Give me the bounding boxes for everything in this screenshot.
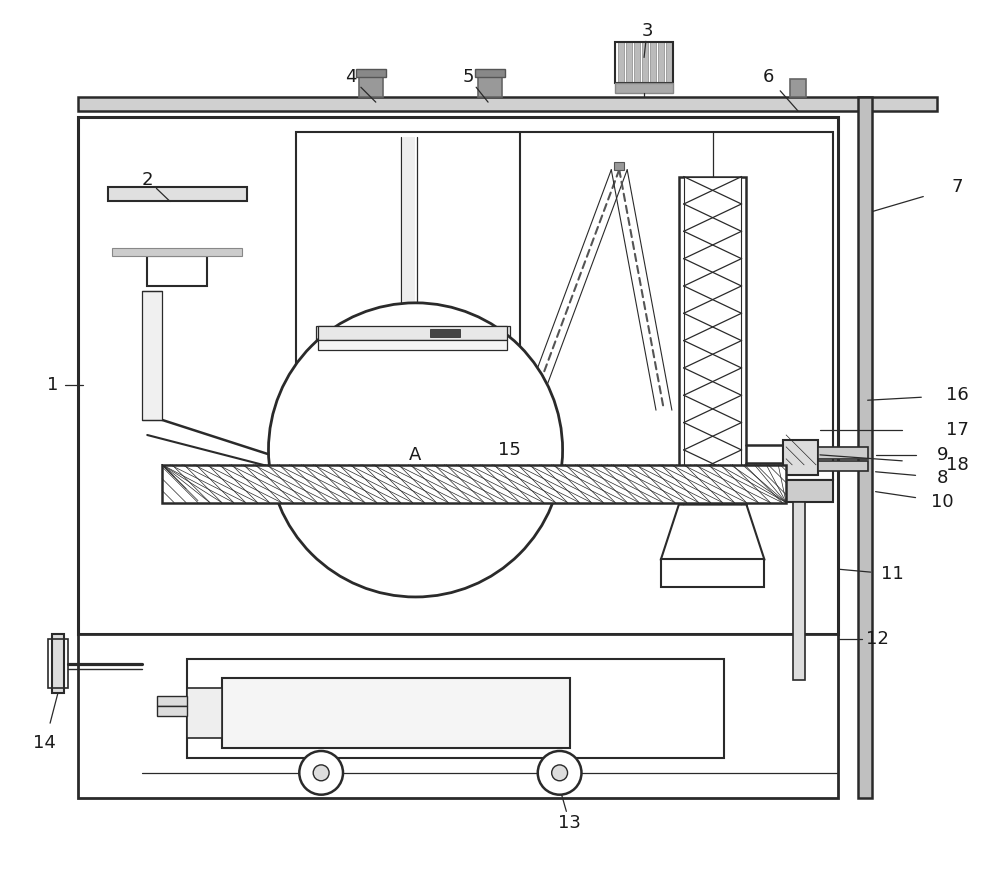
Bar bbox=[316, 340, 510, 352]
Bar bbox=[858, 98, 872, 798]
Bar bbox=[78, 98, 937, 111]
Text: 5: 5 bbox=[462, 68, 474, 86]
Bar bbox=[661, 559, 764, 587]
Bar bbox=[318, 326, 507, 340]
Bar bbox=[112, 248, 242, 256]
Bar bbox=[162, 465, 786, 503]
Bar bbox=[790, 79, 806, 98]
Bar bbox=[425, 327, 453, 338]
Bar bbox=[318, 340, 507, 349]
Bar bbox=[157, 706, 187, 716]
Text: 18: 18 bbox=[946, 456, 968, 474]
Text: A: A bbox=[409, 446, 422, 464]
Text: 3: 3 bbox=[641, 22, 653, 39]
Bar bbox=[783, 480, 833, 502]
Bar bbox=[187, 688, 222, 738]
Bar bbox=[356, 70, 386, 78]
Text: 4: 4 bbox=[345, 68, 357, 86]
Polygon shape bbox=[661, 504, 764, 559]
Bar bbox=[222, 679, 570, 748]
Bar bbox=[187, 658, 724, 758]
Bar bbox=[818, 461, 868, 470]
Bar bbox=[793, 502, 805, 680]
Bar bbox=[108, 186, 247, 200]
Bar bbox=[296, 132, 833, 480]
Text: 13: 13 bbox=[558, 814, 581, 832]
Bar bbox=[783, 440, 818, 475]
Bar bbox=[679, 177, 746, 504]
Bar bbox=[818, 447, 868, 459]
Bar bbox=[658, 42, 664, 84]
Bar bbox=[147, 256, 207, 286]
Bar bbox=[618, 42, 624, 84]
Bar bbox=[666, 42, 672, 84]
Bar bbox=[157, 696, 187, 706]
Bar bbox=[48, 638, 68, 688]
Text: 10: 10 bbox=[931, 493, 953, 510]
Text: 7: 7 bbox=[951, 178, 963, 196]
Bar bbox=[626, 42, 632, 84]
Bar bbox=[642, 42, 648, 84]
Text: 17: 17 bbox=[946, 421, 969, 439]
Text: 9: 9 bbox=[936, 446, 948, 464]
Bar bbox=[78, 117, 838, 634]
Circle shape bbox=[299, 751, 343, 794]
Text: 12: 12 bbox=[866, 630, 889, 648]
Bar bbox=[650, 42, 656, 84]
Text: 6: 6 bbox=[763, 68, 774, 86]
Bar bbox=[142, 291, 162, 420]
Bar bbox=[475, 70, 505, 78]
Bar bbox=[615, 84, 673, 93]
Bar bbox=[634, 42, 640, 84]
Text: 8: 8 bbox=[936, 469, 948, 487]
Text: 14: 14 bbox=[33, 734, 56, 752]
Text: 16: 16 bbox=[946, 386, 968, 404]
Text: 11: 11 bbox=[881, 565, 904, 583]
Text: 2: 2 bbox=[142, 171, 153, 189]
Circle shape bbox=[268, 303, 563, 597]
Bar bbox=[316, 326, 510, 340]
Bar bbox=[403, 137, 415, 331]
Bar bbox=[615, 42, 673, 84]
Bar bbox=[430, 328, 460, 336]
Bar bbox=[359, 75, 383, 98]
Bar bbox=[614, 162, 624, 170]
Circle shape bbox=[552, 765, 568, 780]
Bar bbox=[78, 634, 838, 798]
Text: 15: 15 bbox=[498, 441, 521, 459]
Text: 1: 1 bbox=[47, 376, 59, 395]
Bar bbox=[478, 75, 502, 98]
Polygon shape bbox=[108, 200, 247, 256]
Circle shape bbox=[538, 751, 581, 794]
Bar bbox=[52, 634, 64, 693]
Bar bbox=[684, 177, 741, 504]
Circle shape bbox=[313, 765, 329, 780]
